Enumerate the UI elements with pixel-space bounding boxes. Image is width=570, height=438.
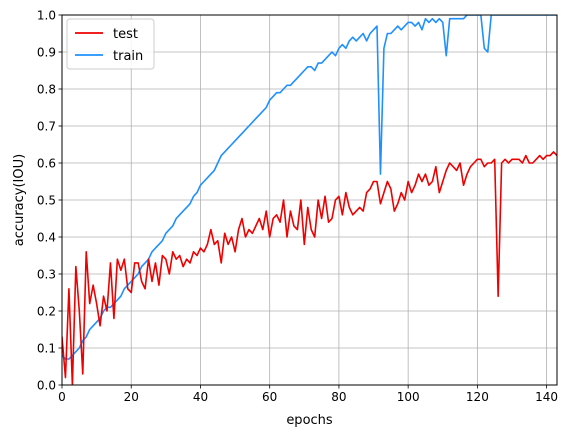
y-tick-label: 0.6 [37,157,56,171]
legend-label-train: train [113,49,143,64]
y-tick-label: 0.3 [37,268,56,282]
series-group [62,15,557,385]
y-tick-label: 0.2 [37,305,56,319]
series-line-train [62,15,557,360]
y-tick-label: 0.1 [37,342,56,356]
x-tick-label: 40 [193,390,208,404]
x-tick-label: 100 [397,390,420,404]
y-tick-label: 0.7 [37,120,56,134]
legend-box [66,18,155,70]
legend-label-test: test [113,27,138,42]
x-tick-label: 80 [331,390,346,404]
legend: test train [66,18,155,70]
y-tick-label: 0.4 [37,231,56,245]
x-tick-label: 20 [124,390,139,404]
x-tick-label: 60 [262,390,277,404]
y-tick-label: 1.0 [37,9,56,23]
x-axis-label: epochs [286,413,333,428]
y-axis-label: accuracy(IOU) [12,154,27,246]
y-tick-label: 0.5 [37,194,56,208]
x-tick-label: 140 [535,390,558,404]
y-tick-label: 0.0 [37,379,56,393]
y-tick-label: 0.9 [37,46,56,60]
x-tick-label: 0 [58,390,66,404]
x-tick-label: 120 [466,390,489,404]
series-line-test [62,151,557,385]
axis-ticks: 0 20 40 60 80 100 120 140 0.0 0.1 0.2 0.3 0.4 0.5 0.6 0… [37,9,558,405]
y-tick-label: 0.8 [37,83,56,97]
